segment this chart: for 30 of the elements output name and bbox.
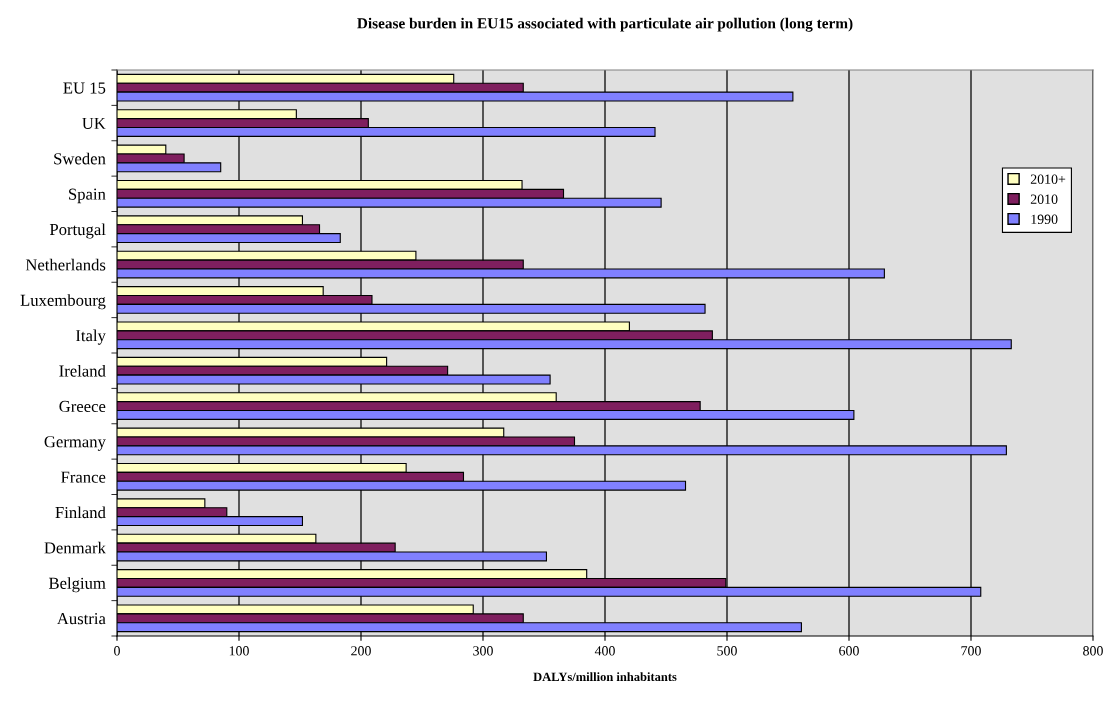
y-tick-label: Spain <box>69 188 106 204</box>
y-tick-label: Austria <box>56 613 106 625</box>
y-tick-label: Luxembourg <box>20 294 106 310</box>
x-tick-label: 800 <box>1083 646 1103 656</box>
x-axis-title: DALYs/million inhabitants <box>533 672 677 681</box>
y-tick-label: EU 15 <box>63 82 106 94</box>
y-tick-label: France <box>61 471 106 483</box>
x-tick-label: 700 <box>961 646 981 656</box>
y-tick-label: Germany <box>44 436 106 451</box>
y-tick-label: Denmark <box>44 541 106 554</box>
y-tick-label: Ireland <box>59 364 106 377</box>
y-tick-label: Sweden <box>54 152 106 165</box>
x-tick-label: 100 <box>229 646 249 656</box>
legend-label: 2010 <box>1030 194 1058 204</box>
x-tick-label: 500 <box>717 646 737 656</box>
y-tick-label: Italy <box>75 329 106 345</box>
x-tick-label: 400 <box>594 646 615 656</box>
y-tick-label: Finland <box>55 506 106 519</box>
y-tick-label: UK <box>82 117 106 130</box>
y-tick-label: Netherlands <box>25 258 106 271</box>
legend-label: 1990 <box>1031 214 1058 224</box>
x-tick-label: 300 <box>473 646 493 656</box>
y-tick-label: Belgium <box>48 577 106 593</box>
chart-title: Disease burden in EU15 associated with particulate air pollution (long term) <box>357 17 853 32</box>
x-tick-label: 600 <box>839 646 859 656</box>
legend-label: 2010+ <box>1030 174 1066 184</box>
x-tick-label: 200 <box>351 646 371 656</box>
y-tick-label: Greece <box>59 400 106 413</box>
x-tick-label: 0 <box>114 646 120 656</box>
y-tick-label: Portugal <box>49 223 106 239</box>
